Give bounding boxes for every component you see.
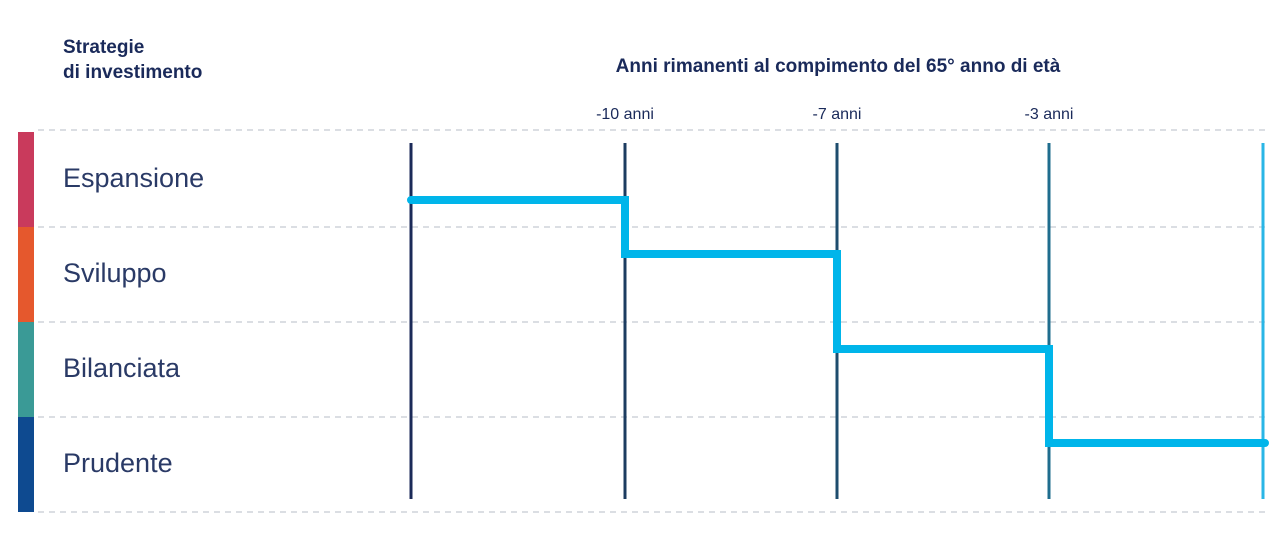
row-label: Prudente <box>63 448 173 478</box>
row-label: Sviluppo <box>63 258 167 288</box>
row-color <box>18 417 34 512</box>
glide-path <box>407 196 1269 447</box>
header-title: Strategie <box>63 37 144 58</box>
row-label: Espansione <box>63 163 204 193</box>
row-dividers <box>38 129 1266 513</box>
tick-label: -10 anni <box>596 106 654 123</box>
row-color <box>18 132 34 227</box>
row-label: Bilanciata <box>63 353 181 383</box>
header-title: di investimento <box>63 62 202 83</box>
row-color <box>18 227 34 322</box>
row-color <box>18 322 34 417</box>
axis-title: Anni rimanenti al compimento del 65° ann… <box>616 56 1061 77</box>
tick-label: -3 anni <box>1025 106 1074 123</box>
tick-label: -7 anni <box>813 106 862 123</box>
